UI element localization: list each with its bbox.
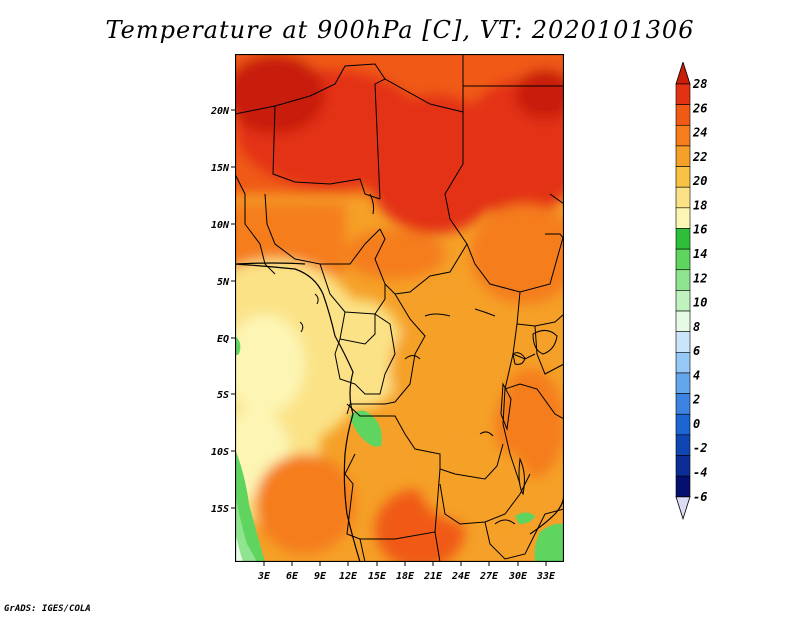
colorbar-segment — [676, 125, 690, 146]
lat-label: 5N — [217, 277, 230, 288]
field-east-congo — [390, 309, 510, 429]
colorbar-label: 16 — [693, 223, 707, 237]
colorbar-segment — [676, 228, 690, 249]
colorbar-top-arrow — [676, 62, 690, 84]
colorbar-label: -6 — [693, 490, 707, 504]
colorbar-label: 24 — [692, 126, 707, 140]
grads-credit: GrADS: IGES/COLA — [4, 604, 91, 614]
lon-label: 15E — [368, 571, 387, 582]
chart-title: Temperature at 900hPa [C], VT: 202010130… — [0, 16, 800, 44]
colorbar-segment — [676, 394, 690, 415]
colorbar: 2826242220181614121086420-2-4-6 — [670, 62, 730, 562]
colorbar-segment — [676, 290, 690, 311]
colorbar-label: 22 — [692, 150, 707, 164]
temperature-map — [235, 54, 564, 562]
colorbar-label: 2 — [692, 393, 700, 407]
colorbar-label: 26 — [692, 101, 707, 115]
colorbar-label: 20 — [692, 174, 707, 188]
lon-label: 30E — [508, 571, 528, 582]
colorbar-segment — [676, 414, 690, 435]
colorbar-segment — [676, 208, 690, 229]
colorbar-bottom-arrow — [676, 497, 690, 519]
lon-label: 9E — [314, 571, 327, 582]
lon-label: 24E — [451, 571, 471, 582]
lon-label: 21E — [423, 571, 443, 582]
lon-label: 3E — [257, 571, 271, 582]
colorbar-segment — [676, 435, 690, 456]
lat-label: 10S — [211, 447, 229, 458]
lon-label: 27E — [479, 571, 499, 582]
field-southwest-warm — [255, 454, 355, 554]
lat-label: 20N — [210, 106, 230, 117]
colorbar-label: 10 — [693, 296, 707, 310]
colorbar-segment — [676, 146, 690, 167]
lat-label: 15S — [211, 504, 229, 515]
lon-label: 33E — [536, 571, 556, 582]
colorbar-label: 8 — [693, 320, 700, 334]
colorbar-segment — [676, 249, 690, 270]
colorbar-segment — [676, 84, 690, 105]
colorbar-label: 12 — [693, 271, 707, 285]
colorbar-label: 28 — [692, 77, 707, 91]
field-congo-basin-cool — [315, 299, 405, 409]
colorbar-label: 6 — [693, 344, 700, 358]
field-center-mid — [345, 229, 445, 279]
colorbar-segment — [676, 105, 690, 126]
colorbar-segment — [676, 373, 690, 394]
colorbar-segment — [676, 270, 690, 291]
colorbar-segment — [676, 311, 690, 332]
lon-label: 18E — [396, 571, 415, 582]
colorbar-label: 18 — [693, 198, 707, 212]
lat-label: 10N — [211, 220, 230, 231]
colorbar-label: 4 — [693, 368, 700, 382]
colorbar-segment — [676, 352, 690, 373]
colorbar-segment — [676, 332, 690, 353]
lon-label: 6E — [286, 571, 299, 582]
colorbar-label: -2 — [693, 441, 707, 455]
colorbar-segment — [676, 167, 690, 188]
lon-label: 12E — [339, 571, 358, 582]
colorbar-label: -4 — [693, 466, 707, 480]
colorbar-segment — [676, 476, 690, 497]
lat-label: 5S — [217, 390, 229, 401]
lat-label: EQ — [217, 334, 229, 345]
colorbar-label: 0 — [693, 417, 700, 431]
lat-label: 15N — [211, 163, 230, 174]
colorbar-label: 14 — [693, 247, 707, 261]
colorbar-segment — [676, 456, 690, 477]
colorbar-segment — [676, 187, 690, 208]
